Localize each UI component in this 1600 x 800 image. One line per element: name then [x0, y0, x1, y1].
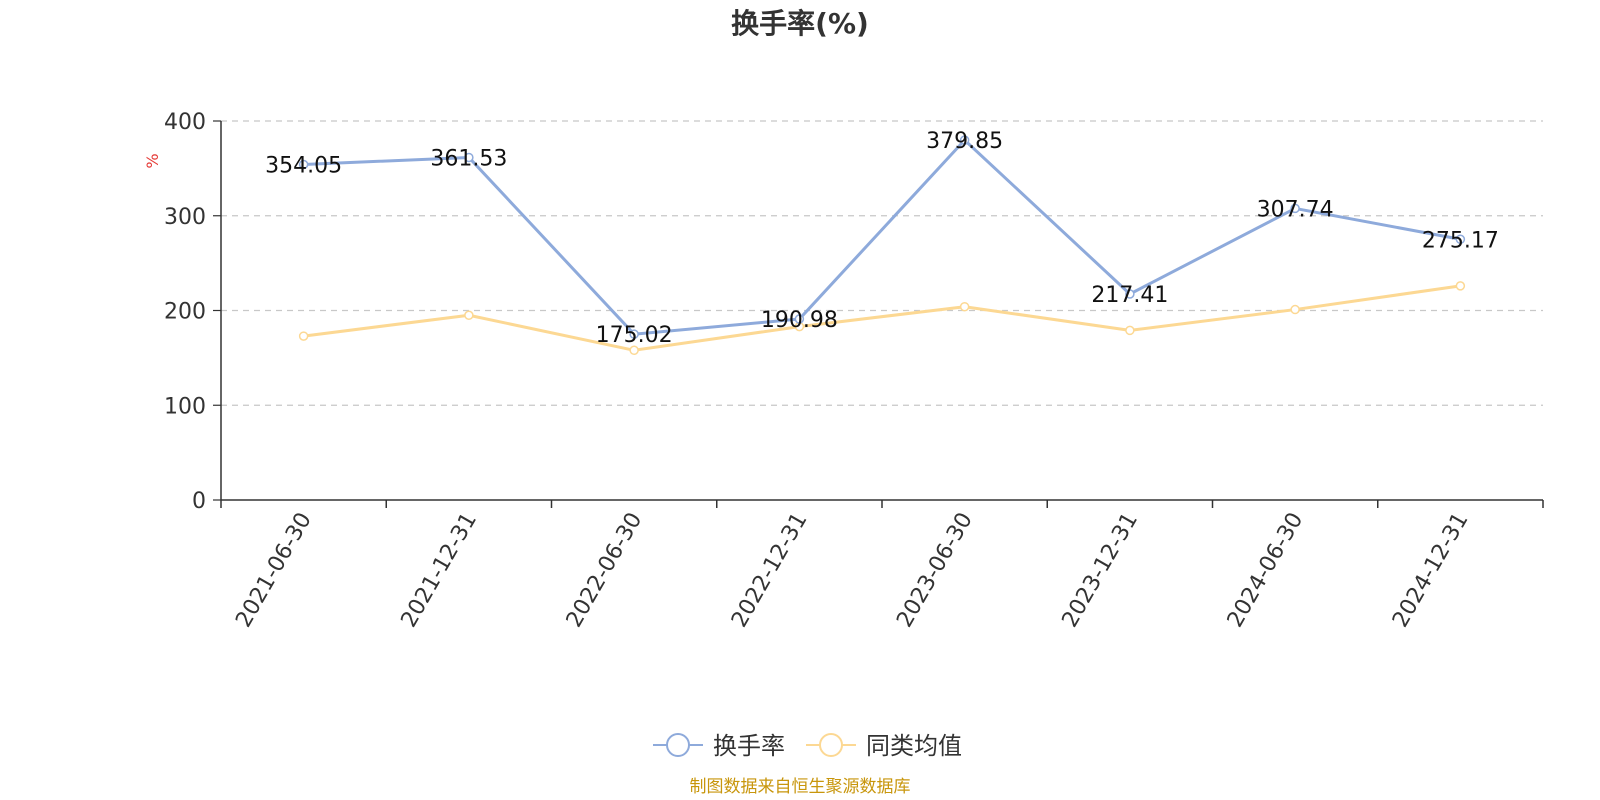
turnover-point[interactable] [959, 135, 970, 145]
y-axis-unit-label: % [143, 153, 162, 168]
data-label: 190.98 [761, 308, 838, 333]
source-footnote: 制图数据来自恒生聚源数据库 [690, 777, 911, 797]
turnover-point[interactable] [1455, 234, 1466, 245]
legend-item-turnover[interactable]: 换手率 [653, 732, 785, 760]
y-tick-label: 200 [164, 300, 206, 325]
y-tick-label: 100 [164, 394, 206, 419]
x-tick-label: 2022-12-31 [727, 509, 813, 632]
data-label: 217.41 [1091, 283, 1168, 308]
peer-average-point[interactable] [464, 310, 474, 320]
axes: 0 100 200 300 400 2021-06-30 2021-12-31 2022-06… [164, 110, 1544, 632]
data-label: 307.74 [1257, 197, 1334, 222]
y-tick-label: 400 [164, 110, 206, 135]
legend-label: 同类均值 [866, 732, 962, 760]
series-group [298, 135, 1466, 356]
peer-average-point[interactable] [629, 345, 639, 356]
x-tick-label: 2022-06-30 [562, 509, 648, 632]
y-tick-label: 0 [192, 489, 206, 514]
turnover-point[interactable] [298, 159, 309, 170]
x-tick-label: 2021-06-30 [231, 509, 317, 632]
data-label: 379.85 [926, 129, 1003, 154]
peer-average-point[interactable] [1455, 281, 1466, 291]
legend-item-peer-average[interactable]: 同类均值 [806, 732, 962, 760]
data-label: 361.53 [430, 146, 507, 171]
peer-average-point[interactable] [1290, 304, 1300, 315]
turnover-point[interactable] [1290, 203, 1300, 214]
x-tick-label: 2024-12-31 [1388, 509, 1474, 632]
data-label: 275.17 [1422, 228, 1499, 253]
peer-average-point[interactable] [1125, 325, 1135, 336]
turnover-point[interactable] [629, 329, 639, 339]
chart-title: 换手率(%) [731, 7, 869, 40]
turnover-point[interactable] [464, 152, 474, 163]
turnover-point[interactable] [794, 314, 805, 324]
turnover-point[interactable] [1125, 289, 1135, 299]
gridlines [221, 120, 1543, 406]
legend-label: 换手率 [713, 732, 785, 760]
data-labels: 354.05 361.53 175.02 190.98 379.85 217.41 307.… [265, 129, 1499, 348]
x-tick-label: 2024-06-30 [1223, 509, 1309, 632]
peer-average-point[interactable] [298, 331, 309, 341]
series-line-peer-average [303, 284, 1461, 352]
y-tick-label: 300 [164, 205, 206, 230]
x-tick-label: 2021-12-31 [396, 509, 482, 632]
data-label: 175.02 [596, 323, 673, 348]
legend-circle-icon [819, 733, 843, 757]
legend-circle-icon [666, 733, 690, 757]
legend[interactable]: 换手率 同类均值 [653, 732, 962, 760]
data-label: 354.05 [265, 154, 342, 179]
x-tick-label: 2023-06-30 [892, 509, 978, 632]
x-tick-label: 2023-12-31 [1057, 509, 1143, 632]
peer-average-point[interactable] [959, 301, 970, 312]
series-line-turnover [303, 138, 1461, 336]
